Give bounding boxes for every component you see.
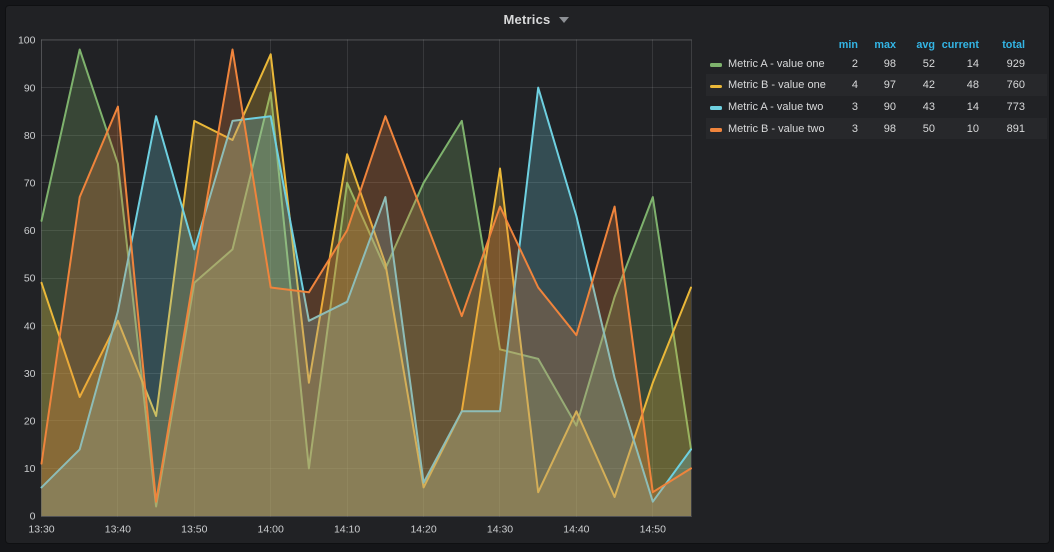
svg-text:40: 40 bbox=[24, 320, 36, 332]
svg-text:13:50: 13:50 bbox=[181, 524, 207, 536]
svg-text:14:30: 14:30 bbox=[487, 524, 513, 536]
svg-text:30: 30 bbox=[24, 368, 36, 380]
svg-text:20: 20 bbox=[24, 416, 36, 428]
svg-text:14:50: 14:50 bbox=[640, 524, 666, 536]
svg-text:14:40: 14:40 bbox=[563, 524, 589, 536]
svg-text:100: 100 bbox=[18, 35, 36, 47]
svg-text:14:20: 14:20 bbox=[410, 524, 436, 536]
svg-text:60: 60 bbox=[24, 225, 36, 237]
svg-text:80: 80 bbox=[24, 130, 36, 142]
svg-text:70: 70 bbox=[24, 178, 36, 190]
svg-text:14:10: 14:10 bbox=[334, 524, 360, 536]
svg-text:13:40: 13:40 bbox=[105, 524, 131, 536]
svg-text:10: 10 bbox=[24, 463, 36, 475]
svg-text:90: 90 bbox=[24, 82, 36, 94]
svg-text:14:00: 14:00 bbox=[258, 524, 284, 536]
svg-text:0: 0 bbox=[30, 511, 36, 523]
svg-text:13:30: 13:30 bbox=[28, 524, 54, 536]
svg-text:50: 50 bbox=[24, 273, 36, 285]
